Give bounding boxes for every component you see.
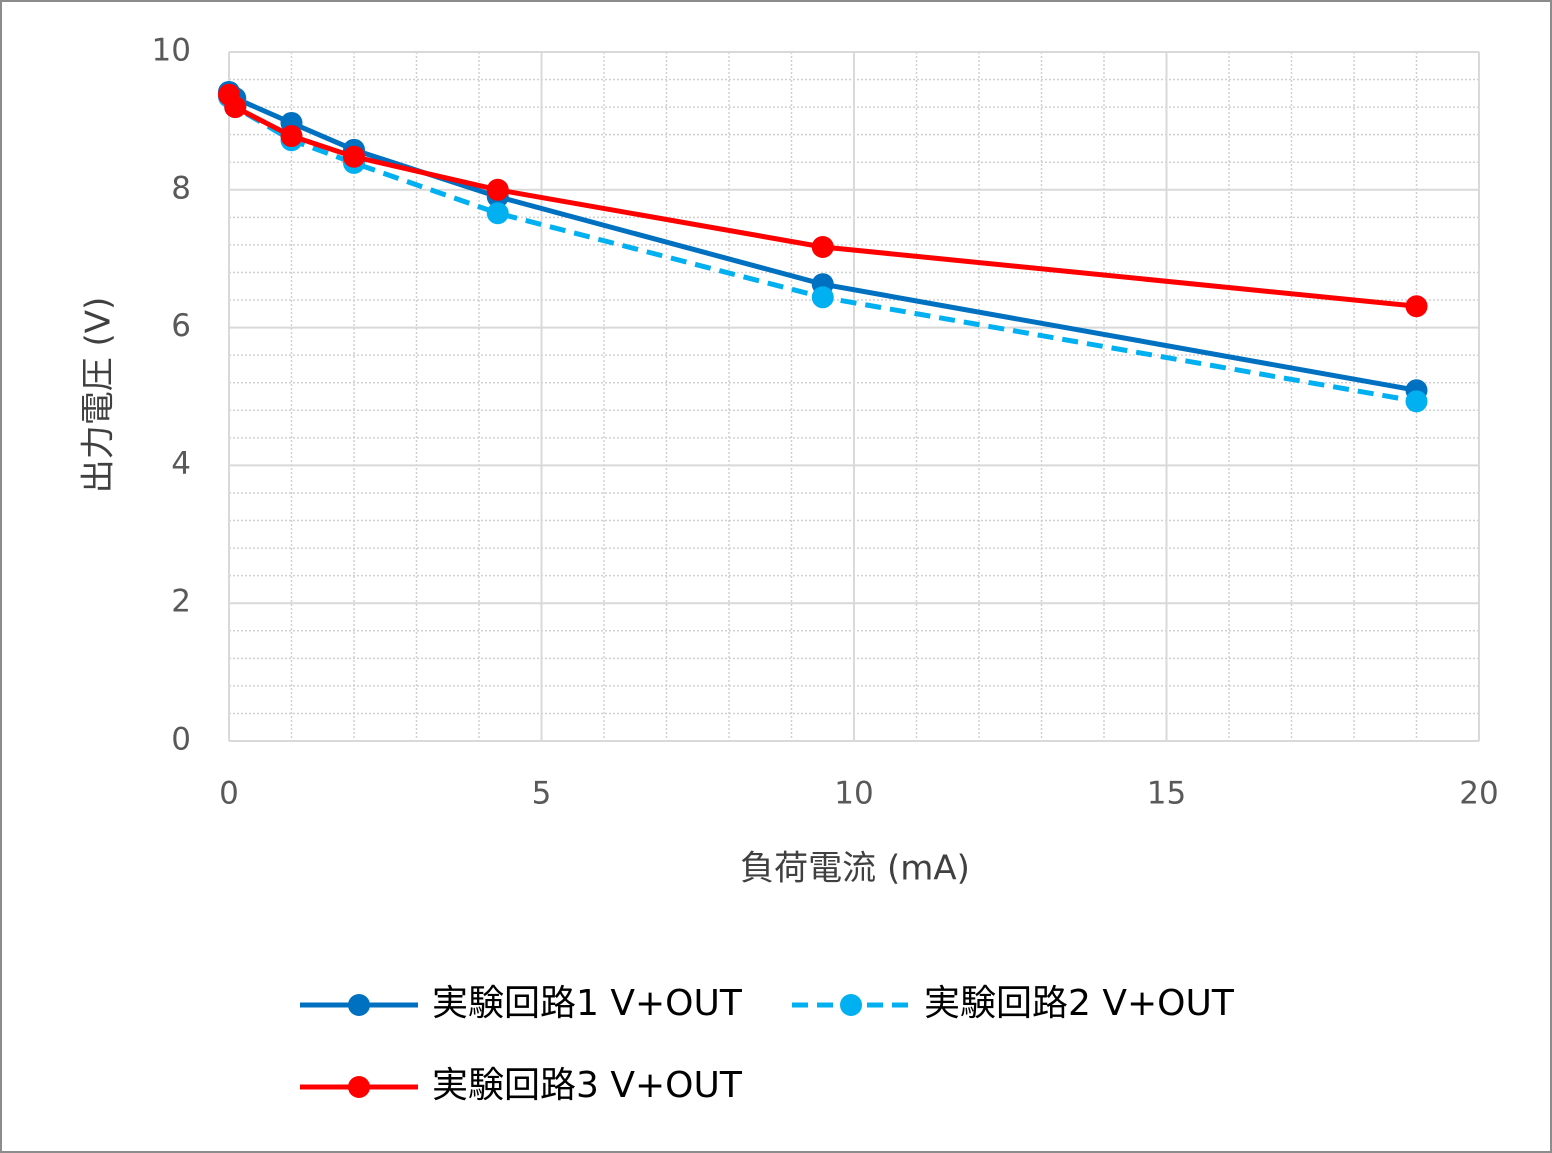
data-point bbox=[1405, 295, 1428, 318]
data-point bbox=[486, 178, 509, 201]
y-tick-label: 6 bbox=[171, 308, 191, 344]
x-tick-label: 10 bbox=[834, 776, 873, 812]
y-axis-title: 出力電圧 (V) bbox=[79, 297, 119, 494]
legend-item: 実験回路1 V+OUT bbox=[300, 983, 743, 1024]
legend-item: 実験回路3 V+OUT bbox=[300, 1065, 743, 1106]
legend-label: 実験回路3 V+OUT bbox=[432, 1065, 743, 1106]
data-point bbox=[486, 202, 509, 225]
legend-marker bbox=[348, 1076, 370, 1098]
legend-item: 実験回路2 V+OUT bbox=[792, 983, 1235, 1024]
legend-marker bbox=[840, 994, 862, 1016]
x-tick-label: 15 bbox=[1147, 776, 1186, 812]
y-tick-label: 2 bbox=[171, 584, 191, 620]
y-tick-label: 10 bbox=[152, 33, 191, 69]
x-tick-label: 20 bbox=[1459, 776, 1498, 812]
data-point bbox=[1405, 390, 1428, 413]
y-tick-label: 8 bbox=[171, 170, 191, 206]
legend-marker bbox=[348, 994, 370, 1016]
y-tick-label: 0 bbox=[171, 722, 191, 758]
data-point bbox=[224, 96, 247, 119]
legend-label: 実験回路2 V+OUT bbox=[924, 983, 1235, 1024]
x-tick-label: 0 bbox=[219, 776, 239, 812]
legend-label: 実験回路1 V+OUT bbox=[432, 983, 743, 1024]
y-tick-label: 4 bbox=[171, 446, 191, 482]
data-point bbox=[343, 145, 365, 168]
x-tick-label: 5 bbox=[532, 776, 552, 812]
data-point bbox=[811, 235, 834, 258]
data-point bbox=[811, 286, 834, 309]
x-axis-title: 負荷電流 (mA) bbox=[740, 849, 970, 889]
data-point bbox=[280, 125, 303, 148]
